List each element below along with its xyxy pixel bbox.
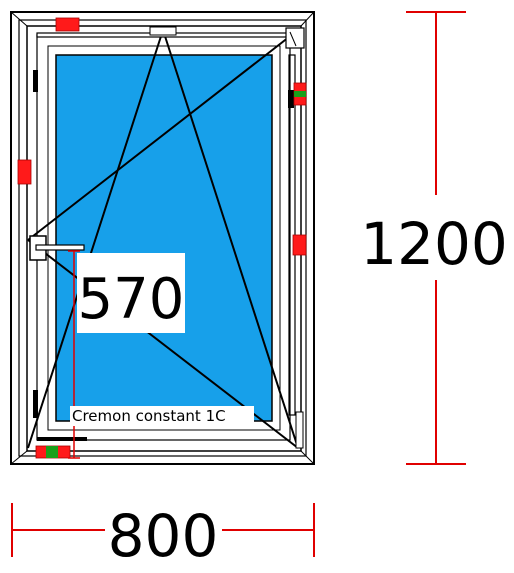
handle-height-dimension: 570 [68,250,185,459]
left-lock-block [17,159,32,185]
height-dimension [406,11,466,465]
handle [29,235,85,261]
width-label: 800 [108,502,219,570]
glass-pane [55,54,273,422]
top-rail-hardware [36,17,305,49]
height-label: 1200 [360,210,508,278]
left-rail-hardware [17,70,38,418]
frame-outer-edge [10,11,315,465]
right-lock-block-lower [292,234,307,256]
handle-height-label: 570 [78,267,185,332]
bottom-rail-hardware [35,437,87,459]
handle-lever [35,244,85,251]
glazing-bead [47,45,281,431]
top-lock-block [55,17,80,32]
right-rail-hardware [288,54,307,449]
hardware-label-group: Cremon constant 1C [70,406,254,426]
corner-hinge [285,27,305,49]
width-dimension [11,503,315,557]
hardware-label: Cremon constant 1C [72,407,226,425]
handle-height-label-bg [77,253,185,333]
